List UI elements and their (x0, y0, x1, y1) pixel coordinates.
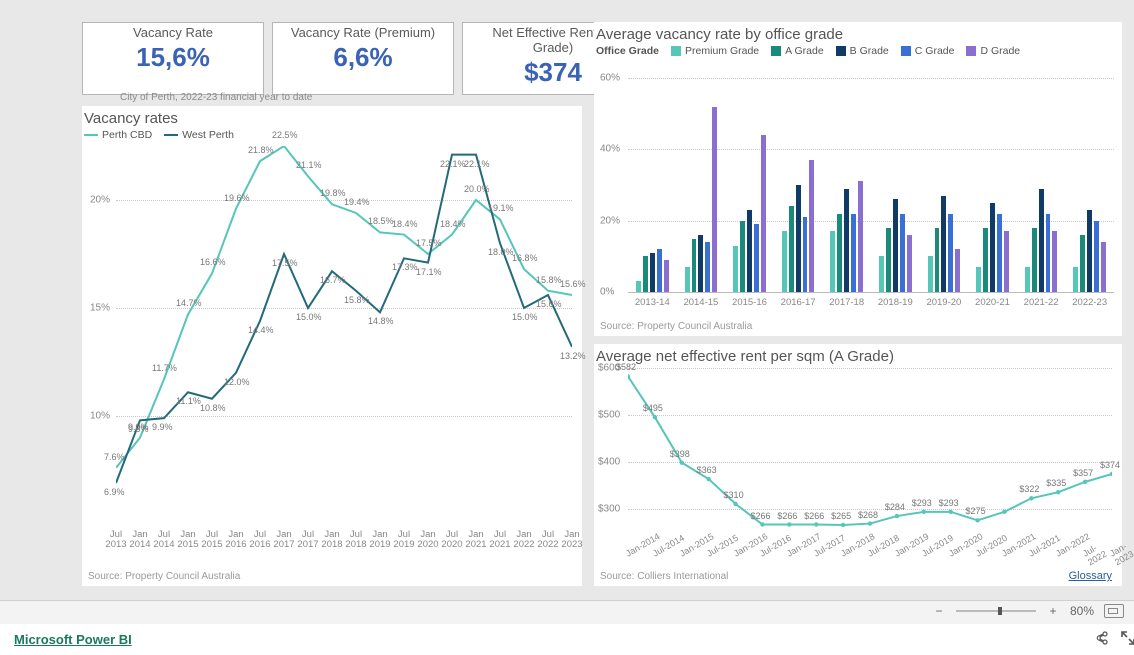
bar[interactable] (935, 228, 940, 292)
bar[interactable] (1052, 231, 1057, 292)
bar[interactable] (907, 235, 912, 292)
bar[interactable] (657, 249, 662, 292)
kpi-label: Vacancy Rate (Premium) (283, 25, 443, 40)
kpi-value: 6,6% (283, 42, 443, 73)
bar[interactable] (976, 267, 981, 292)
source-note: Source: Property Council Australia (88, 571, 240, 582)
bar[interactable] (983, 228, 988, 292)
panel-title: Average vacancy rate by office grade (594, 22, 1122, 43)
legend-item-west[interactable]: West Perth (164, 129, 234, 141)
legend-label: West Perth (182, 129, 234, 141)
zoom-slider[interactable] (956, 610, 1036, 612)
bar[interactable] (1094, 221, 1099, 292)
legend-item[interactable]: D Grade (966, 45, 1020, 57)
kpi-value: 15,6% (93, 42, 253, 73)
panel-title: Vacancy rates (82, 106, 582, 127)
bar[interactable] (712, 107, 717, 292)
dashboard-canvas: { "kpis":{ "vacancy":{"label":"Vacancy R… (0, 0, 1134, 655)
bar[interactable] (1025, 267, 1030, 292)
bar[interactable] (650, 253, 655, 292)
zoom-percent: 80% (1070, 604, 1094, 618)
bar[interactable] (803, 217, 808, 292)
legend-label: Perth CBD (102, 129, 152, 141)
report-page: Vacancy Rate 15,6% Vacancy Rate (Premium… (0, 0, 1134, 600)
source-note: Source: Property Council Australia (600, 321, 752, 332)
bar[interactable] (879, 256, 884, 292)
legend: Perth CBD West Perth (82, 127, 582, 141)
bar[interactable] (830, 231, 835, 292)
kpi-label: Vacancy Rate (93, 25, 253, 40)
plot-area: $300$400$500$600$582$495$398$363$310$266… (628, 368, 1112, 532)
bar[interactable] (900, 214, 905, 292)
report-subtitle: City of Perth, 2022-23 financial year to… (120, 92, 312, 103)
legend-title: Office Grade (596, 45, 659, 57)
bar[interactable] (782, 231, 787, 292)
bar[interactable] (636, 281, 641, 292)
zoom-bar: − + 80% (0, 600, 1134, 625)
fit-to-page-button[interactable] (1104, 604, 1124, 618)
bar[interactable] (705, 242, 710, 292)
panel-rent-line[interactable]: Average net effective rent per sqm (A Gr… (594, 344, 1122, 586)
glossary-link[interactable]: Glossary (1069, 570, 1112, 582)
legend-swatch (84, 134, 98, 136)
bar[interactable] (1039, 189, 1044, 292)
legend-item[interactable]: B Grade (836, 45, 889, 57)
bar[interactable] (955, 249, 960, 292)
source-note: Source: Colliers International (600, 571, 728, 582)
bar[interactable] (1004, 231, 1009, 292)
bar[interactable] (1080, 235, 1085, 292)
bar[interactable] (893, 199, 898, 292)
bar[interactable] (1032, 228, 1037, 292)
bar[interactable] (740, 221, 745, 292)
bar[interactable] (692, 239, 697, 293)
legend: Office Grade Premium Grade A Grade B Grade… (594, 43, 1122, 57)
bar[interactable] (886, 228, 891, 292)
plot-area: 10%15%20%Jul2013Jan2014Jul2014Jan2015Jul… (116, 146, 572, 524)
kpi-row: Vacancy Rate 15,6% Vacancy Rate (Premium… (82, 22, 644, 95)
bar[interactable] (844, 189, 849, 292)
panel-title: Average net effective rent per sqm (A Gr… (594, 344, 1122, 365)
bar[interactable] (747, 210, 752, 292)
bar[interactable] (733, 246, 738, 292)
app-bar: Microsoft Power BI (0, 624, 1134, 655)
bar[interactable] (837, 214, 842, 292)
powerbi-brand-link[interactable]: Microsoft Power BI (14, 632, 132, 647)
zoom-thumb[interactable] (998, 607, 1002, 615)
bar[interactable] (1073, 267, 1078, 292)
bar[interactable] (664, 260, 669, 292)
bar[interactable] (1101, 242, 1106, 292)
bar[interactable] (941, 196, 946, 292)
bar[interactable] (796, 185, 801, 292)
bar[interactable] (698, 235, 703, 292)
zoom-in-button[interactable]: + (1046, 604, 1060, 618)
legend-item-cbd[interactable]: Perth CBD (84, 129, 152, 141)
bar[interactable] (990, 203, 995, 292)
bar[interactable] (1046, 214, 1051, 292)
zoom-out-button[interactable]: − (932, 604, 946, 618)
bar[interactable] (948, 214, 953, 292)
legend-item[interactable]: C Grade (901, 45, 955, 57)
legend-item[interactable]: Premium Grade (671, 45, 759, 57)
bar[interactable] (809, 160, 814, 292)
bar[interactable] (928, 256, 933, 292)
panel-vacancy-lines[interactable]: Vacancy rates Perth CBD West Perth 10%15… (82, 106, 582, 586)
legend-item[interactable]: A Grade (771, 45, 824, 57)
bar[interactable] (761, 135, 766, 292)
bar[interactable] (1087, 210, 1092, 292)
bar[interactable] (789, 206, 794, 292)
bar[interactable] (997, 214, 1002, 292)
panel-grade-bars[interactable]: Average vacancy rate by office grade Off… (594, 22, 1122, 336)
bar[interactable] (851, 214, 856, 292)
kpi-vacancy-premium[interactable]: Vacancy Rate (Premium) 6,6% (272, 22, 454, 95)
legend-swatch (164, 134, 178, 136)
bar[interactable] (643, 256, 648, 292)
bar[interactable] (685, 267, 690, 292)
bar[interactable] (754, 224, 759, 292)
kpi-vacancy[interactable]: Vacancy Rate 15,6% (82, 22, 264, 95)
bar[interactable] (858, 181, 863, 292)
plot-area: 0%20%40%60%2013-142014-152015-162016-172… (628, 78, 1114, 292)
